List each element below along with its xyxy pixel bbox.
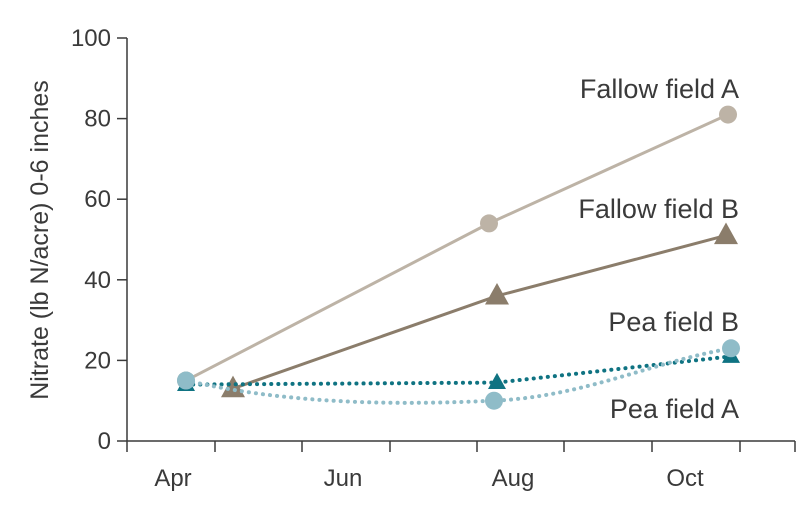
- y-tick-label: 100: [71, 25, 111, 52]
- data-point-fallow-field-b-apr: [221, 375, 245, 398]
- y-tick-label: 20: [84, 347, 111, 374]
- x-tick-label: Aug: [492, 465, 535, 492]
- x-tick-label: Jun: [324, 465, 363, 492]
- data-point-fallow-field-a-aug: [480, 214, 498, 233]
- series-layer: [177, 105, 740, 410]
- y-tick-label: 80: [84, 106, 111, 133]
- data-point-pea-field-a-oct: [722, 339, 740, 358]
- y-tick-label: 0: [98, 428, 111, 455]
- data-point-pea-field-b-aug: [488, 372, 506, 390]
- data-point-fallow-field-b-aug: [485, 282, 509, 305]
- series-line-pea-field-a: [184, 346, 733, 405]
- x-tick-label: Oct: [666, 465, 704, 492]
- y-tick-label: 40: [84, 267, 111, 294]
- series-label-pea-field-b: Pea field B: [608, 307, 739, 337]
- data-point-fallow-field-b-oct: [714, 222, 738, 245]
- x-tick-label: Apr: [154, 465, 191, 492]
- y-axis-label: Nitrate (lb N/acre) 0-6 inches: [26, 80, 54, 400]
- series-label-fallow-field-b: Fallow field B: [578, 194, 739, 224]
- data-point-pea-field-a-aug: [485, 391, 503, 410]
- axes: 0 20 40 60 80 100 Apr Jun Aug Oct: [71, 25, 796, 492]
- labels-layer: Fallow field A Fallow field B Pea field B P…: [578, 74, 739, 424]
- series-label-fallow-field-a: Fallow field A: [580, 74, 739, 104]
- data-point-fallow-field-a-oct: [719, 105, 737, 124]
- y-tick-label: 60: [84, 186, 111, 213]
- series-label-pea-field-a: Pea field A: [610, 394, 739, 424]
- series-line-fallow-field-a: [184, 113, 730, 383]
- data-point-pea-field-a-apr: [177, 371, 195, 390]
